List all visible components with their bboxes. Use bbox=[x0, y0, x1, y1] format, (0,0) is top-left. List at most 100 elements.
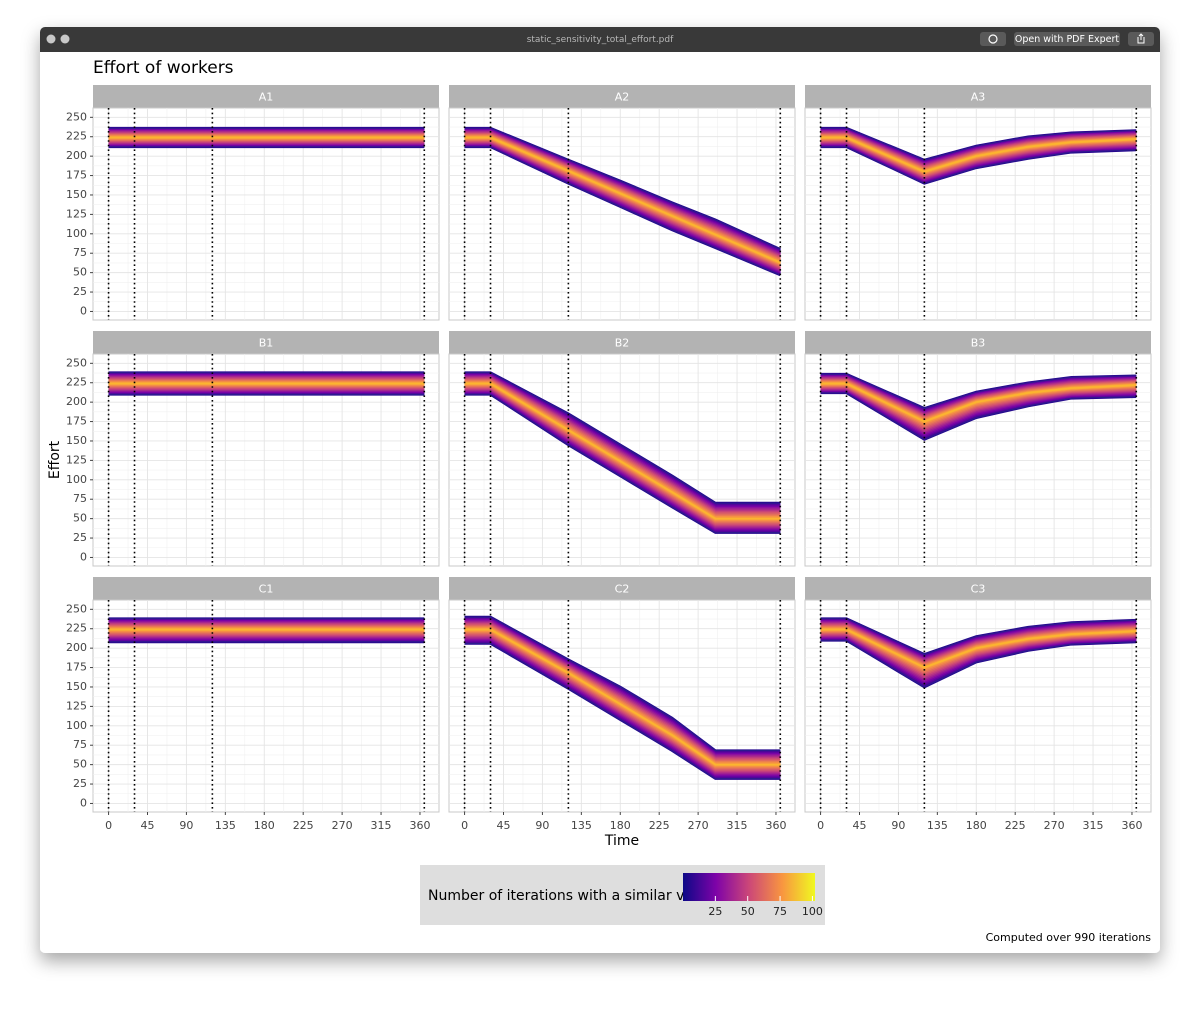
x-tick-label: 135 bbox=[927, 819, 948, 832]
strip bbox=[805, 85, 1151, 108]
strip-label: C2 bbox=[615, 583, 630, 596]
x-tick-label: 180 bbox=[254, 819, 275, 832]
series-line bbox=[464, 642, 781, 780]
y-tick-label: 125 bbox=[66, 453, 87, 466]
x-tick-label: 45 bbox=[140, 819, 154, 832]
y-tick-label: 250 bbox=[66, 602, 87, 615]
series-line bbox=[820, 628, 1137, 669]
series-line bbox=[464, 628, 781, 766]
x-tick-label: 360 bbox=[409, 819, 430, 832]
y-tick-label: 150 bbox=[66, 680, 87, 693]
x-tick-label: 0 bbox=[461, 819, 468, 832]
y-tick-label: 200 bbox=[66, 395, 87, 408]
x-tick-label: 270 bbox=[332, 819, 353, 832]
x-tick-label: 90 bbox=[535, 819, 549, 832]
y-tick-label: 150 bbox=[66, 434, 87, 447]
colorbar bbox=[683, 873, 815, 901]
x-tick-label: 0 bbox=[105, 819, 112, 832]
y-tick-label: 75 bbox=[73, 492, 87, 505]
y-tick-label: 50 bbox=[73, 758, 87, 771]
x-tick-label: 270 bbox=[688, 819, 709, 832]
series-line bbox=[820, 382, 1137, 423]
strip-label: B2 bbox=[615, 337, 630, 350]
y-tick-label: 75 bbox=[73, 738, 87, 751]
x-tick-label: 45 bbox=[852, 819, 866, 832]
y-tick-label: 25 bbox=[73, 777, 87, 790]
x-tick-label: 315 bbox=[1083, 819, 1104, 832]
series-line bbox=[464, 146, 781, 276]
y-axis-label: Effort bbox=[47, 440, 63, 479]
strip bbox=[93, 577, 439, 600]
series-line bbox=[464, 616, 781, 752]
close-button[interactable] bbox=[46, 34, 56, 44]
x-tick-label: 225 bbox=[1005, 819, 1026, 832]
y-tick-label: 125 bbox=[66, 207, 87, 220]
y-tick-label: 175 bbox=[66, 661, 87, 674]
y-tick-label: 200 bbox=[66, 641, 87, 654]
annotate-button[interactable] bbox=[980, 32, 1006, 46]
y-tick-label: 50 bbox=[73, 266, 87, 279]
strip bbox=[449, 577, 795, 600]
window-title: static_sensitivity_total_effort.pdf bbox=[527, 35, 674, 45]
annotate-icon bbox=[988, 34, 998, 44]
colorbar-tick-label: 50 bbox=[741, 905, 755, 918]
y-tick-label: 75 bbox=[73, 246, 87, 259]
strip bbox=[93, 331, 439, 354]
strip bbox=[805, 331, 1151, 354]
series-line bbox=[820, 639, 1137, 688]
y-tick-label: 175 bbox=[66, 169, 87, 182]
y-tick-label: 25 bbox=[73, 531, 87, 544]
y-tick-label: 0 bbox=[80, 550, 87, 563]
x-tick-label: 225 bbox=[293, 819, 314, 832]
y-tick-label: 150 bbox=[66, 188, 87, 201]
caption: Computed over 990 iterations bbox=[986, 931, 1152, 944]
open-button-label: Open with PDF Expert bbox=[1015, 34, 1120, 45]
x-axis-label: Time bbox=[604, 833, 639, 849]
y-tick-label: 100 bbox=[66, 473, 87, 486]
strip-label: B1 bbox=[259, 337, 274, 350]
x-tick-label: 135 bbox=[215, 819, 236, 832]
series-line bbox=[820, 373, 1137, 409]
strip bbox=[805, 577, 1151, 600]
x-tick-label: 90 bbox=[891, 819, 905, 832]
strip-label: A2 bbox=[615, 91, 630, 104]
x-tick-label: 90 bbox=[179, 819, 193, 832]
series-line bbox=[820, 146, 1137, 184]
strip bbox=[449, 85, 795, 108]
series-line bbox=[464, 393, 781, 534]
y-tick-label: 200 bbox=[66, 149, 87, 162]
strip bbox=[449, 331, 795, 354]
minimize-button[interactable] bbox=[60, 34, 70, 44]
x-tick-label: 360 bbox=[765, 819, 786, 832]
strip-label: A3 bbox=[971, 91, 986, 104]
open-button[interactable] bbox=[1014, 32, 1120, 46]
strip bbox=[93, 85, 439, 108]
series-line bbox=[464, 127, 781, 250]
y-tick-label: 250 bbox=[66, 110, 87, 123]
x-tick-label: 315 bbox=[727, 819, 748, 832]
series-line bbox=[820, 127, 1137, 161]
x-tick-label: 180 bbox=[610, 819, 631, 832]
series-line bbox=[464, 382, 781, 520]
series-line bbox=[820, 136, 1137, 173]
y-tick-label: 100 bbox=[66, 227, 87, 240]
y-tick-label: 175 bbox=[66, 415, 87, 428]
title-bar-base bbox=[40, 44, 1160, 52]
y-tick-label: 250 bbox=[66, 356, 87, 369]
strip-label: A1 bbox=[259, 91, 274, 104]
x-tick-label: 315 bbox=[371, 819, 392, 832]
y-tick-label: 225 bbox=[66, 622, 87, 635]
chart-title: Effort of workers bbox=[93, 58, 234, 78]
x-tick-label: 45 bbox=[496, 819, 510, 832]
strip-label: C1 bbox=[259, 583, 274, 596]
series-line bbox=[464, 136, 781, 264]
y-tick-label: 50 bbox=[73, 512, 87, 525]
y-tick-label: 225 bbox=[66, 130, 87, 143]
x-tick-label: 135 bbox=[571, 819, 592, 832]
colorbar-tick-label: 100 bbox=[802, 905, 823, 918]
y-tick-label: 125 bbox=[66, 699, 87, 712]
strip-label: B3 bbox=[971, 337, 986, 350]
share-icon bbox=[1137, 33, 1145, 44]
x-tick-label: 360 bbox=[1121, 819, 1142, 832]
